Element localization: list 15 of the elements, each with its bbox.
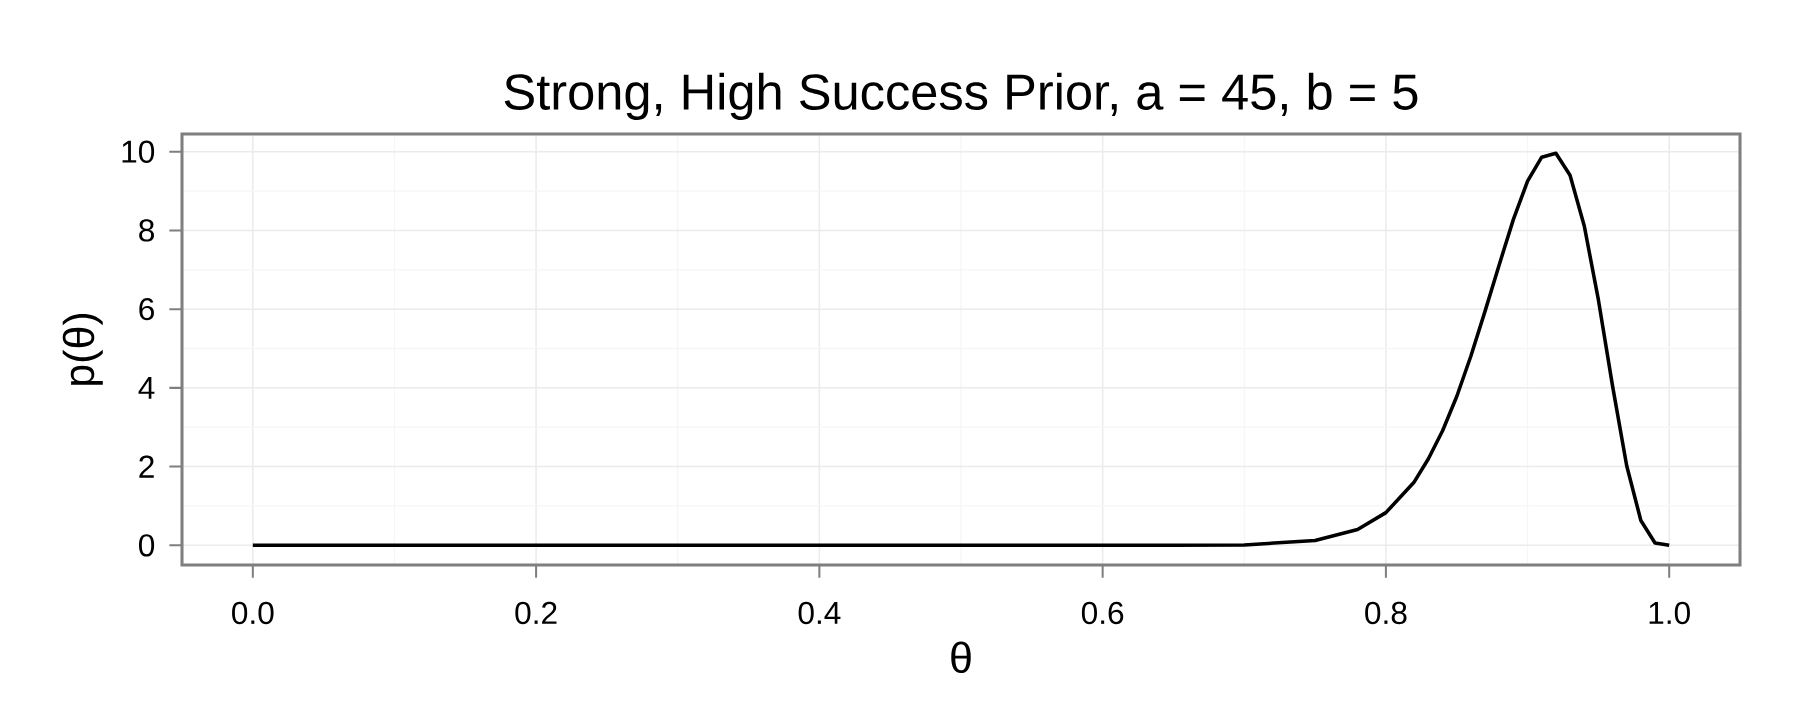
y-tick-label: 2 (139, 455, 154, 478)
x-axis-title: θ (951, 641, 971, 674)
y-tick-label: 4 (138, 376, 155, 399)
y-tick-label: 0 (138, 534, 155, 557)
y-tick-label: 6 (139, 297, 154, 321)
y-axis-title: p(θ) (62, 313, 103, 385)
x-tick-label: 0.4 (798, 601, 841, 625)
x-tick-label: 0.8 (1365, 601, 1407, 625)
x-tick-label: 0.2 (515, 601, 557, 625)
x-tick-label: 0.6 (1081, 601, 1124, 625)
x-tick-label: 0.0 (232, 601, 274, 625)
chart-title: Strong, High Success Prior, a = 45, b = 5 (504, 72, 1418, 120)
x-tick-label: 1.0 (1649, 601, 1690, 625)
y-tick-label: 8 (139, 219, 154, 242)
y-tick-label: 10 (122, 140, 155, 163)
